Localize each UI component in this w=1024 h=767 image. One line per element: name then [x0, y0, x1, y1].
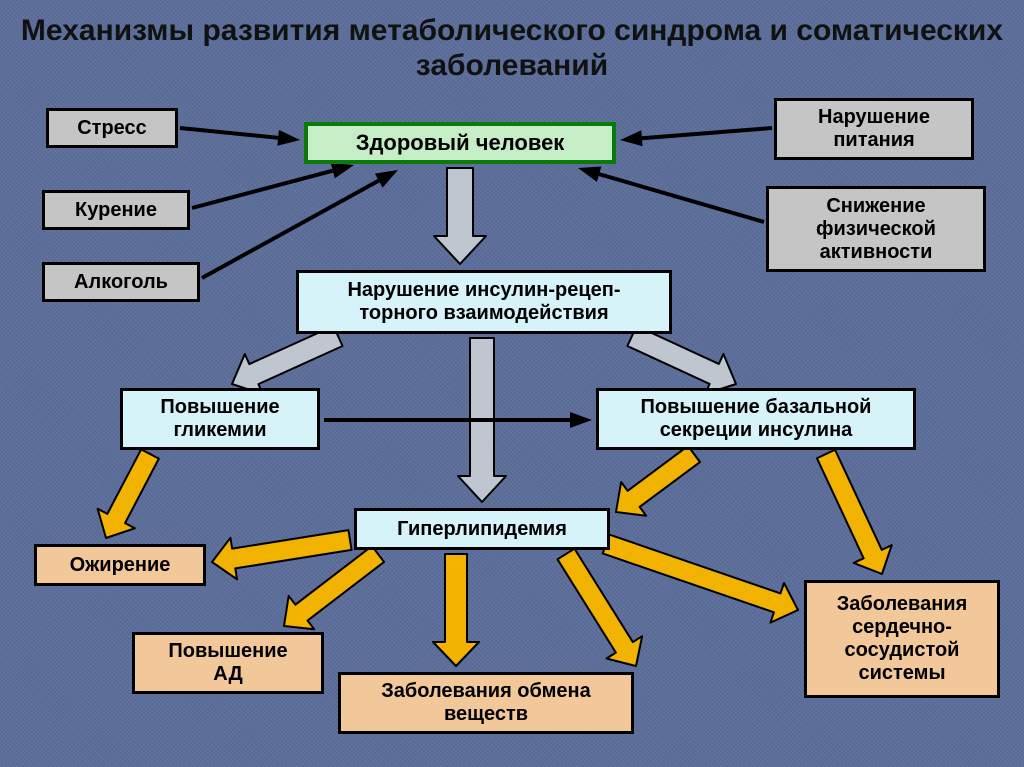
node-basal: Повышение базальной секреции инсулина [596, 388, 916, 450]
node-alcohol: Алкоголь [42, 262, 200, 302]
node-stress: Стресс [46, 108, 178, 148]
node-metabolism: Заболевания обмена веществ [338, 672, 634, 734]
node-hyperlipid: Гиперлипидемия [354, 508, 610, 550]
node-smoking: Курение [42, 190, 190, 230]
node-cardio: Заболевания сердечно- сосудистой системы [804, 580, 1000, 698]
node-healthy: Здоровый человек [304, 122, 616, 164]
node-nutrition: Нарушение питания [774, 98, 974, 160]
node-insulin_rec: Нарушение инсулин-рецеп- торного взаимод… [296, 270, 672, 334]
diagram-canvas: Механизмы развития метаболического синдр… [0, 0, 1024, 767]
node-activity: Снижение физической активности [766, 186, 986, 272]
node-hyperten: Повышение АД [132, 632, 324, 694]
node-obesity: Ожирение [34, 544, 206, 586]
diagram-title: Механизмы развития метаболического синдр… [0, 14, 1024, 83]
node-glycemia: Повышение гликемии [120, 388, 320, 450]
